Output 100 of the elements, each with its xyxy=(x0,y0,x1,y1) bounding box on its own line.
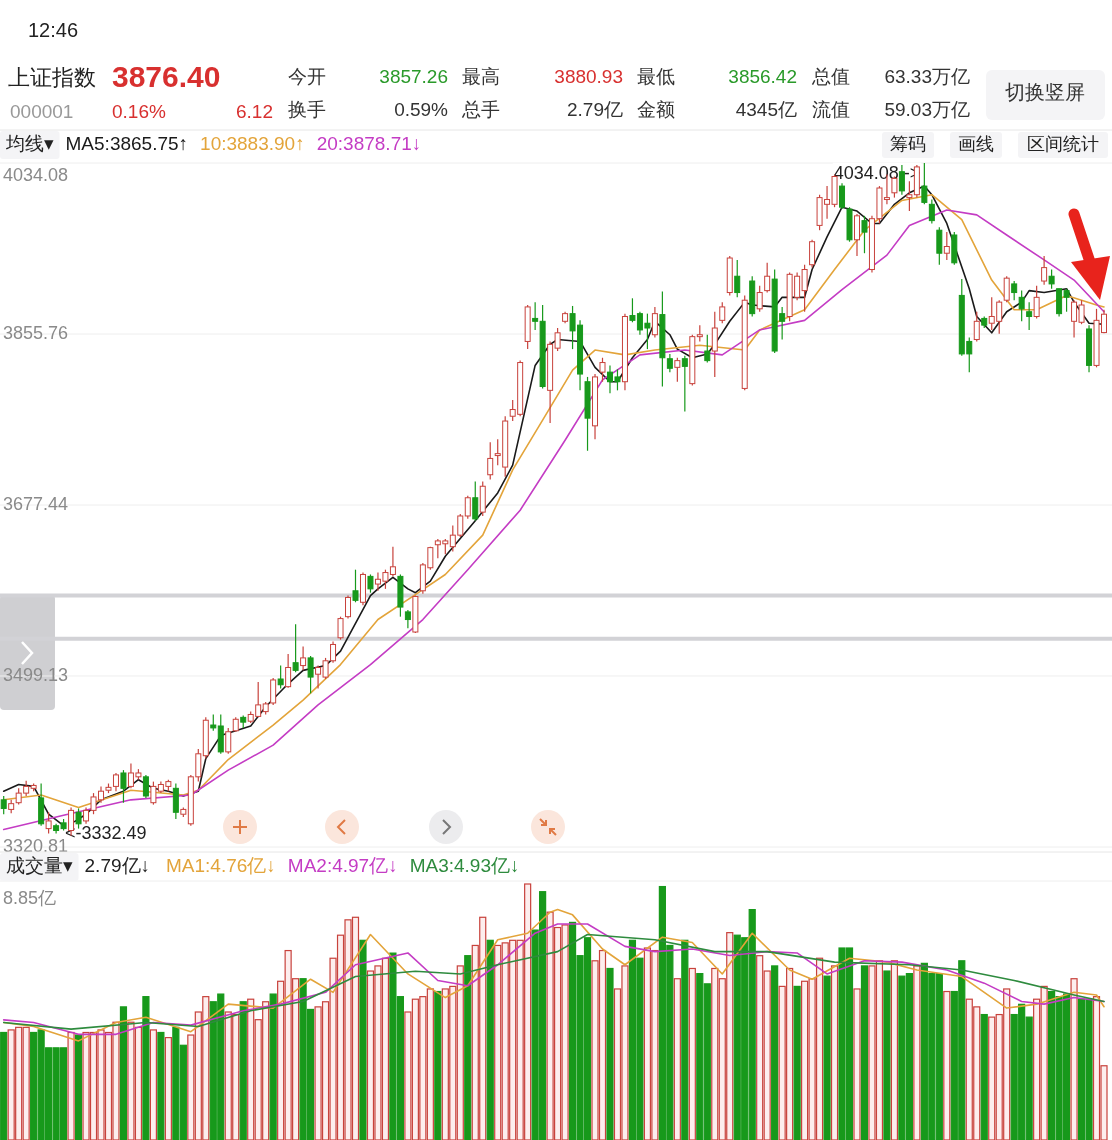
bar xyxy=(164,1037,172,1140)
text: 上证指数 xyxy=(8,64,96,90)
text: 流值 xyxy=(812,99,850,121)
candlestick xyxy=(1018,290,1025,322)
candlestick xyxy=(404,609,411,629)
bar xyxy=(149,1029,157,1140)
bar xyxy=(157,1031,165,1140)
bar xyxy=(688,967,696,1140)
candlestick xyxy=(472,480,479,522)
bar xyxy=(830,965,839,1140)
bar xyxy=(269,993,277,1140)
annotation: <-3332.49 xyxy=(65,822,147,843)
bar xyxy=(883,970,891,1140)
text: 63.33万亿 xyxy=(884,66,970,88)
candlestick xyxy=(674,357,681,383)
annotation: 8.85亿 xyxy=(3,887,57,908)
candlestick xyxy=(734,259,741,298)
candlestick xyxy=(487,441,494,481)
bar xyxy=(823,975,831,1140)
candlestick xyxy=(756,285,763,313)
text: 10:3883.90↑ xyxy=(200,133,305,155)
candlestick xyxy=(0,795,7,815)
text: MA3:4.93亿↓ xyxy=(409,855,520,877)
candlestick xyxy=(704,334,711,364)
bar xyxy=(486,939,494,1140)
text: 3857.26 xyxy=(379,66,448,88)
y-tick-label: 3499.13 xyxy=(3,664,69,685)
candlestick xyxy=(943,231,950,261)
text: 总手 xyxy=(461,99,500,121)
bar xyxy=(464,955,472,1140)
bar xyxy=(119,1006,128,1140)
legend-title: 均线▾ xyxy=(5,133,54,155)
y-tick-label: 3677.44 xyxy=(3,493,69,514)
bar xyxy=(980,1013,988,1140)
text: 金额 xyxy=(637,99,675,121)
text: MA5:3865.75↑ xyxy=(65,133,189,155)
text: 最高 xyxy=(462,66,500,88)
y-tick-label: 4034.08 xyxy=(3,164,69,185)
bar xyxy=(793,985,801,1140)
text: 4345亿 xyxy=(735,99,797,121)
candlestick xyxy=(681,355,688,413)
bar xyxy=(913,965,921,1140)
candlestick xyxy=(809,239,816,269)
bar xyxy=(860,965,869,1140)
candlestick xyxy=(112,772,119,792)
candlestick xyxy=(142,774,149,799)
candlestick xyxy=(345,594,352,620)
candlestick xyxy=(1041,255,1048,286)
bar xyxy=(239,1001,247,1140)
text: 000001 xyxy=(10,101,74,123)
bar xyxy=(359,939,367,1140)
candlestick xyxy=(1011,280,1018,301)
candlestick xyxy=(928,198,935,225)
text: 2.79亿↓ xyxy=(84,855,151,877)
candlestick xyxy=(464,495,471,520)
text: 0.16% xyxy=(112,101,166,123)
candlestick xyxy=(45,811,52,834)
bar xyxy=(74,1034,83,1140)
text: 区间统计 xyxy=(1027,133,1099,154)
bar xyxy=(673,978,681,1140)
bar xyxy=(853,988,861,1140)
candlestick xyxy=(973,311,980,343)
bar xyxy=(67,1031,75,1140)
candlestick xyxy=(711,311,718,378)
bar xyxy=(434,990,442,1140)
text: 2.79亿 xyxy=(567,99,623,121)
candlestick xyxy=(337,616,344,641)
candlestick xyxy=(225,727,232,755)
text: MA1:4.76亿↓ xyxy=(166,855,276,877)
candlestick xyxy=(285,653,292,689)
text: 今开 xyxy=(288,66,326,88)
text: 切换竖屏 xyxy=(1005,81,1085,104)
text: 6.12 xyxy=(236,101,273,123)
bar xyxy=(943,990,951,1140)
bar xyxy=(1070,978,1078,1140)
y-tick-label: 3855.76 xyxy=(3,322,69,343)
text: 画线 xyxy=(958,133,994,154)
text: 12:46 xyxy=(28,19,79,42)
text: 3880.93 xyxy=(554,66,623,88)
candlestick xyxy=(367,573,374,594)
candlestick xyxy=(292,623,299,673)
candlestick xyxy=(853,213,860,257)
candlestick xyxy=(1033,285,1040,320)
bar xyxy=(890,960,899,1140)
bar xyxy=(606,967,614,1140)
text: 59.03万亿 xyxy=(884,99,970,121)
bar xyxy=(771,965,779,1140)
text: 最低 xyxy=(637,66,675,88)
candlestick xyxy=(861,215,868,254)
candlestick xyxy=(352,569,359,603)
candlestick xyxy=(719,301,726,324)
candlestick xyxy=(936,226,943,266)
candlestick xyxy=(839,182,846,210)
text: MA2:4.97亿↓ xyxy=(287,855,398,877)
candlestick xyxy=(1048,268,1055,290)
candlestick xyxy=(764,262,771,294)
text: 3856.42 xyxy=(728,66,797,88)
candlestick xyxy=(307,655,314,694)
candlestick xyxy=(651,306,658,339)
text: 3876.40 xyxy=(112,59,221,93)
